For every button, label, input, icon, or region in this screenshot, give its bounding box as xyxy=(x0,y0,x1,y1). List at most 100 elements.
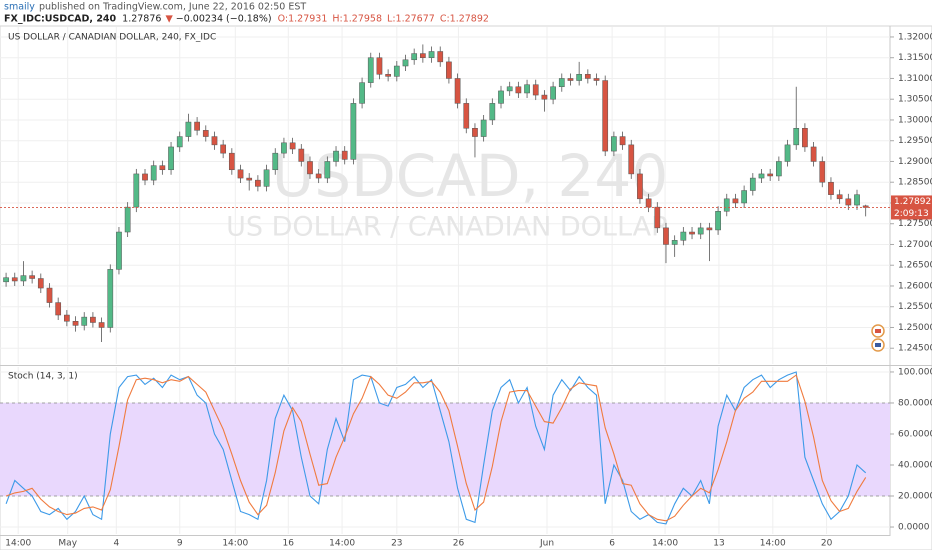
candle-body xyxy=(845,198,852,206)
y-tick-label: 1.29500 xyxy=(898,136,932,146)
candle-body xyxy=(376,57,383,75)
candle-body xyxy=(602,80,609,152)
candle-body xyxy=(628,144,635,175)
candle-body xyxy=(715,211,721,231)
x-tick-label: 20 xyxy=(821,539,833,549)
candle-body xyxy=(11,277,18,282)
candle-body xyxy=(116,231,122,270)
candle-body xyxy=(663,227,669,245)
x-tick-label: 6 xyxy=(609,539,615,549)
candle-body xyxy=(767,173,774,177)
y-tick-label: 1.31000 xyxy=(898,74,932,84)
candle-body xyxy=(220,144,227,154)
candle-body xyxy=(793,128,800,146)
candle-body xyxy=(298,148,305,162)
x-tick-label: 14:00 xyxy=(760,539,786,549)
x-tick-label: May xyxy=(58,539,77,549)
candle-body xyxy=(324,161,331,179)
y-tick-label: 60.0000 xyxy=(898,429,932,439)
candle-body xyxy=(185,121,192,137)
y-tick-label: 40.0000 xyxy=(898,460,932,470)
price-label: 1.27892 xyxy=(894,197,931,207)
candle-body xyxy=(689,231,695,235)
candle-body xyxy=(593,78,600,81)
candle-body xyxy=(854,194,860,206)
candle-body xyxy=(645,198,652,208)
candle-body xyxy=(654,206,661,229)
y-tick-label: 1.32000 xyxy=(898,32,932,42)
ohlc-open: O:1.27931 xyxy=(278,14,328,25)
candle-body xyxy=(489,103,496,121)
candle-body xyxy=(64,314,70,322)
candle-body xyxy=(385,74,391,77)
candle-body xyxy=(558,78,565,88)
x-tick-label: 23 xyxy=(391,539,402,549)
y-tick-label: 1.27500 xyxy=(898,219,932,229)
pane-title: US DOLLAR / CANADIAN DOLLAR, 240, FX_IDC xyxy=(8,33,216,43)
candle-body xyxy=(90,316,96,323)
candle-body xyxy=(428,51,435,58)
flag-mark xyxy=(875,343,881,347)
candle-body xyxy=(272,152,279,171)
candle-body xyxy=(584,74,591,79)
candle-body xyxy=(836,194,843,200)
candle-body xyxy=(541,94,548,100)
candle-body xyxy=(776,161,782,177)
pane-title: Stoch (14, 3, 1) xyxy=(8,372,78,382)
plot: 1.24500 1.25000 1.25500 1.26000 1.26500 1.270… xyxy=(0,27,932,549)
candle-body xyxy=(732,198,739,204)
candle-body xyxy=(402,59,409,67)
watermark: US DOLLAR / CANADIAN DOLLAR xyxy=(226,212,670,243)
candle-body xyxy=(159,165,166,171)
candle-body xyxy=(472,128,478,137)
price-label-box xyxy=(891,195,932,220)
candle-body xyxy=(194,121,200,131)
candle-body xyxy=(20,275,27,282)
x-tick-label: 13 xyxy=(713,539,724,549)
candle-body xyxy=(498,90,504,104)
candle-body xyxy=(168,146,174,171)
candle-body xyxy=(680,231,687,241)
change: −0.00234 (−0.18%) xyxy=(176,14,272,25)
candle-body xyxy=(228,152,235,171)
watermark: USDCAD, 240 xyxy=(272,142,668,210)
candle-body xyxy=(3,277,9,283)
candle-body xyxy=(202,130,209,137)
x-tick-label: 4 xyxy=(113,539,119,549)
candle-body xyxy=(411,53,418,61)
candle-body xyxy=(359,82,365,104)
candle-body xyxy=(263,169,270,187)
candle-body xyxy=(150,165,157,181)
candle-body xyxy=(211,136,218,146)
candle-body xyxy=(706,227,713,231)
candle-body xyxy=(532,84,539,96)
y-tick-label: 1.29000 xyxy=(898,157,932,167)
y-tick-label: 1.25500 xyxy=(898,302,932,312)
author-link[interactable]: smaily xyxy=(4,2,35,13)
candle-body xyxy=(637,173,643,200)
candle-body xyxy=(307,161,313,175)
candle-body xyxy=(107,269,114,328)
y-tick-label: 1.26500 xyxy=(898,261,932,271)
x-tick-label: 14:00 xyxy=(329,539,355,549)
candle-body xyxy=(420,53,426,58)
candle-body xyxy=(246,177,253,181)
candle-body xyxy=(550,86,556,100)
y-tick-label: 1.30500 xyxy=(898,95,932,105)
candle-body xyxy=(98,322,105,328)
candle-body xyxy=(671,240,678,245)
candle-body xyxy=(133,173,140,208)
candle-body xyxy=(46,287,53,303)
candle-body xyxy=(611,136,617,152)
candle-body xyxy=(576,74,583,81)
candle-body xyxy=(619,136,626,146)
candle-body xyxy=(446,61,452,79)
candle-body xyxy=(515,86,522,94)
candle-body xyxy=(255,179,261,187)
change-arrow: ▼ xyxy=(165,14,173,25)
candle-body xyxy=(289,142,296,150)
candle-body xyxy=(393,65,400,77)
candle-body xyxy=(454,78,461,104)
candle-body xyxy=(29,275,35,279)
candle-body xyxy=(524,84,530,94)
